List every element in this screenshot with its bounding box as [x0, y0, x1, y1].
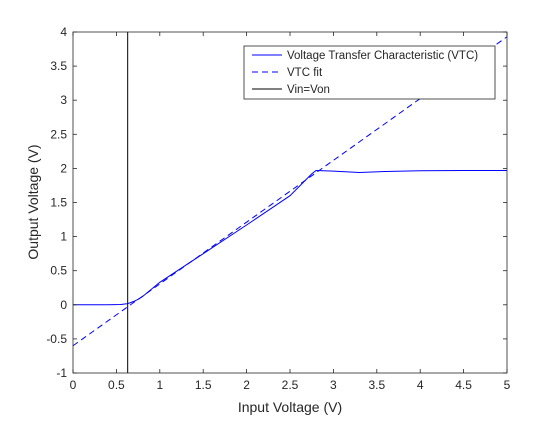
y-tick-label: 2.5 — [50, 127, 67, 141]
x-tick-label: 3.5 — [368, 378, 385, 392]
y-tick-label: -1 — [56, 366, 67, 380]
y-axis-label: Output Voltage (V) — [25, 144, 41, 259]
x-tick-label: 2 — [243, 378, 250, 392]
y-axis-ticks: -1 -0.5 0 0.5 1 1.5 2 2.5 3 3.5 4 — [46, 25, 507, 380]
x-axis-label: Input Voltage (V) — [238, 399, 342, 415]
y-tick-label: 1 — [60, 230, 67, 244]
x-tick-label: 2.5 — [282, 378, 299, 392]
y-tick-label: 0.5 — [50, 264, 67, 278]
legend-label-fit: VTC fit — [287, 67, 323, 79]
vtc-series-line — [73, 169, 507, 306]
x-tick-label: 1 — [156, 378, 163, 392]
y-tick-label: -0.5 — [46, 332, 67, 346]
legend-label-von: Vin=Von — [287, 84, 330, 96]
legend-label-vtc: Voltage Transfer Characteristic (VTC) — [287, 50, 478, 62]
y-tick-label: 1.5 — [50, 196, 67, 210]
y-tick-label: 4 — [60, 25, 67, 39]
x-tick-label: 0.5 — [108, 378, 125, 392]
x-axis-ticks: 0 0.5 1 1.5 2 2.5 3 3.5 4 4.5 5 — [70, 32, 511, 392]
y-tick-label: 2 — [60, 161, 67, 175]
x-tick-label: 4.5 — [455, 378, 472, 392]
legend-box — [243, 45, 496, 100]
x-tick-label: 5 — [504, 378, 511, 392]
x-tick-label: 1.5 — [195, 378, 212, 392]
y-tick-label: 3.5 — [50, 59, 67, 73]
y-tick-label: 3 — [60, 93, 67, 107]
x-tick-label: 3 — [330, 378, 337, 392]
x-tick-label: 4 — [417, 378, 424, 392]
y-tick-label: 0 — [60, 298, 67, 312]
x-tick-label: 0 — [70, 378, 77, 392]
legend: Voltage Transfer Characteristic (VTC) VT… — [243, 45, 496, 100]
